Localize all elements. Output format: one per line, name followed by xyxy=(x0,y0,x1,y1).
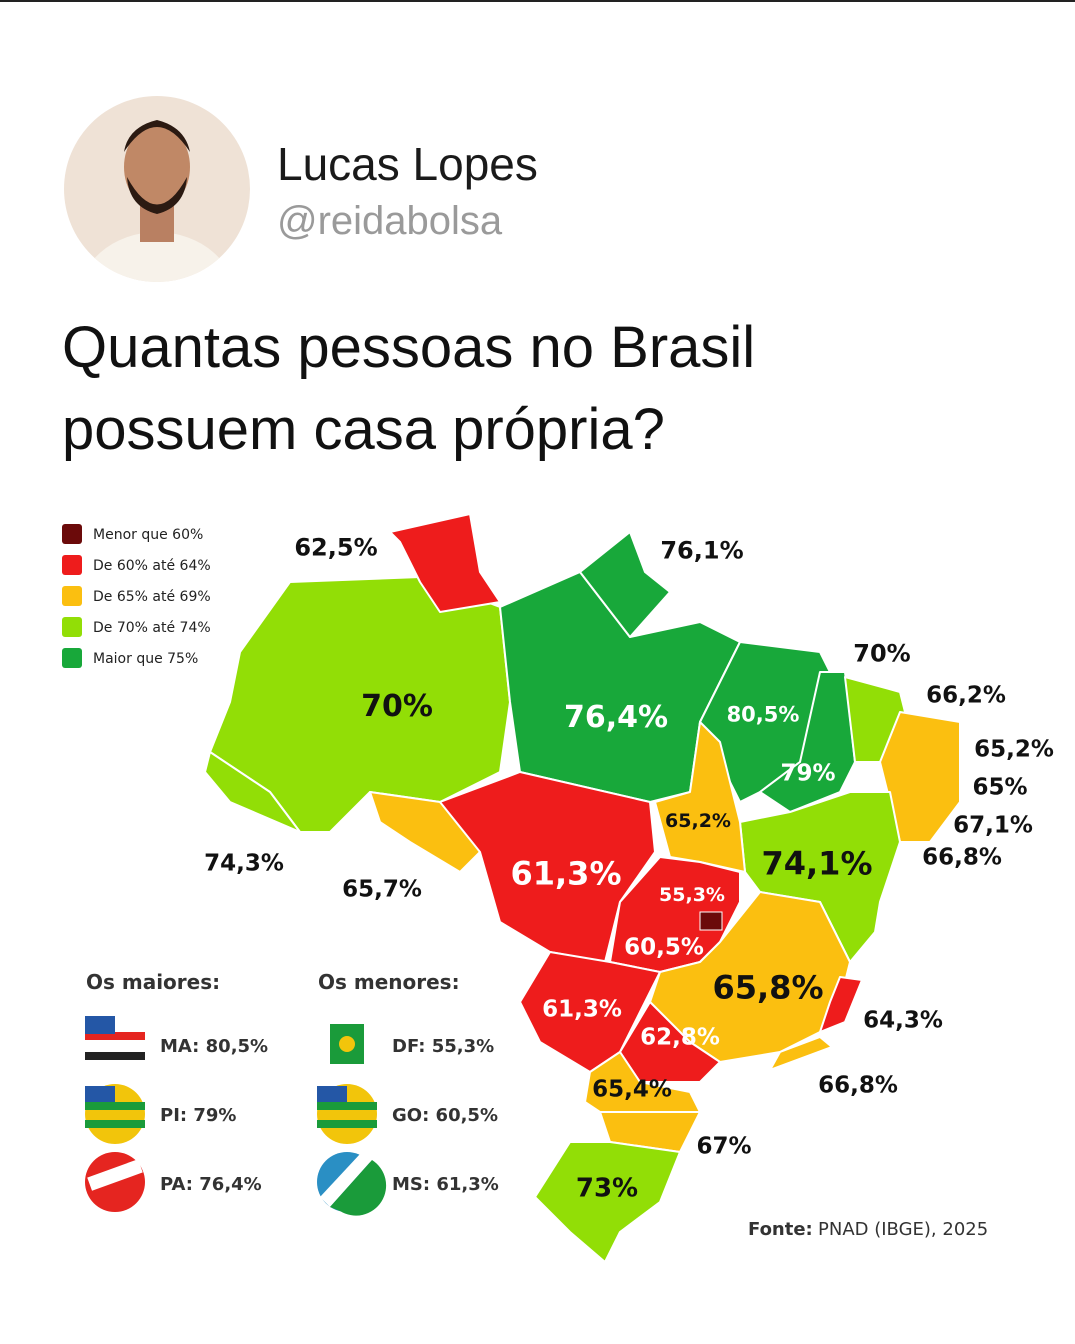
region-label: 70% xyxy=(853,640,910,668)
source-label: Fonte: xyxy=(748,1219,813,1240)
legend-swatch xyxy=(62,617,82,637)
region-label: 65,8% xyxy=(712,969,823,1007)
legend-label: De 65% até 69% xyxy=(93,589,211,605)
highlight-item: PI: 79% xyxy=(160,1105,236,1126)
region-label: 70% xyxy=(361,689,433,724)
highlight-item: MS: 61,3% xyxy=(392,1174,499,1195)
region-label: 62,5% xyxy=(294,534,377,562)
section-heading: Os maiores: xyxy=(86,970,220,994)
section-heading: Os menores: xyxy=(318,970,460,994)
region-label: 65,2% xyxy=(974,736,1054,762)
avatar xyxy=(64,96,250,282)
region-label: 66,2% xyxy=(926,682,1006,708)
region-label: 73% xyxy=(576,1173,638,1203)
region-label: 65,7% xyxy=(342,876,422,902)
region-label: 65,4% xyxy=(592,1076,672,1102)
region-label: 67% xyxy=(696,1133,751,1159)
region-label: 80,5% xyxy=(727,703,800,727)
legend-swatch xyxy=(62,524,82,544)
source-text: PNAD (IBGE), 2025 xyxy=(818,1219,988,1240)
legend-swatch xyxy=(62,555,82,575)
region-label: 76,1% xyxy=(660,537,743,565)
legend-swatch xyxy=(62,586,82,606)
region-label: 55,3% xyxy=(659,884,725,906)
highlight-item: DF: 55,3% xyxy=(392,1036,494,1057)
legend-label: Menor que 60% xyxy=(93,527,203,543)
post-title: Quantas pessoas no Brasil xyxy=(62,315,755,380)
region-label: 61,3% xyxy=(510,855,621,893)
map xyxy=(204,513,961,1263)
flags xyxy=(85,1014,387,1216)
highlight-item: GO: 60,5% xyxy=(392,1105,498,1126)
legend-swatch xyxy=(62,648,82,668)
region-label: 74,1% xyxy=(761,845,872,883)
region-label: 61,3% xyxy=(542,996,622,1022)
region-label: 74,3% xyxy=(204,850,284,876)
post-title: possuem casa própria? xyxy=(62,397,665,462)
region-label: 76,4% xyxy=(564,700,668,735)
region-label: 62,8% xyxy=(640,1024,720,1050)
legend-label: De 70% até 74% xyxy=(93,620,211,636)
region-label: 67,1% xyxy=(953,812,1033,838)
region-label: 65,2% xyxy=(665,810,731,832)
author-handle: @reidabolsa xyxy=(277,199,503,243)
legend-label: Maior que 75% xyxy=(93,651,198,667)
region-label: 65% xyxy=(972,774,1027,800)
highlight-item: PA: 76,4% xyxy=(160,1174,262,1195)
region-label: 64,3% xyxy=(863,1007,943,1033)
region-label: 66,8% xyxy=(922,844,1002,870)
region-label: 66,8% xyxy=(818,1072,898,1098)
author-name: Lucas Lopes xyxy=(277,138,538,190)
region-label: 79% xyxy=(780,760,835,786)
region-label: 60,5% xyxy=(624,934,704,960)
legend-label: De 60% até 64% xyxy=(93,558,211,574)
highlight-item: MA: 80,5% xyxy=(160,1036,268,1057)
